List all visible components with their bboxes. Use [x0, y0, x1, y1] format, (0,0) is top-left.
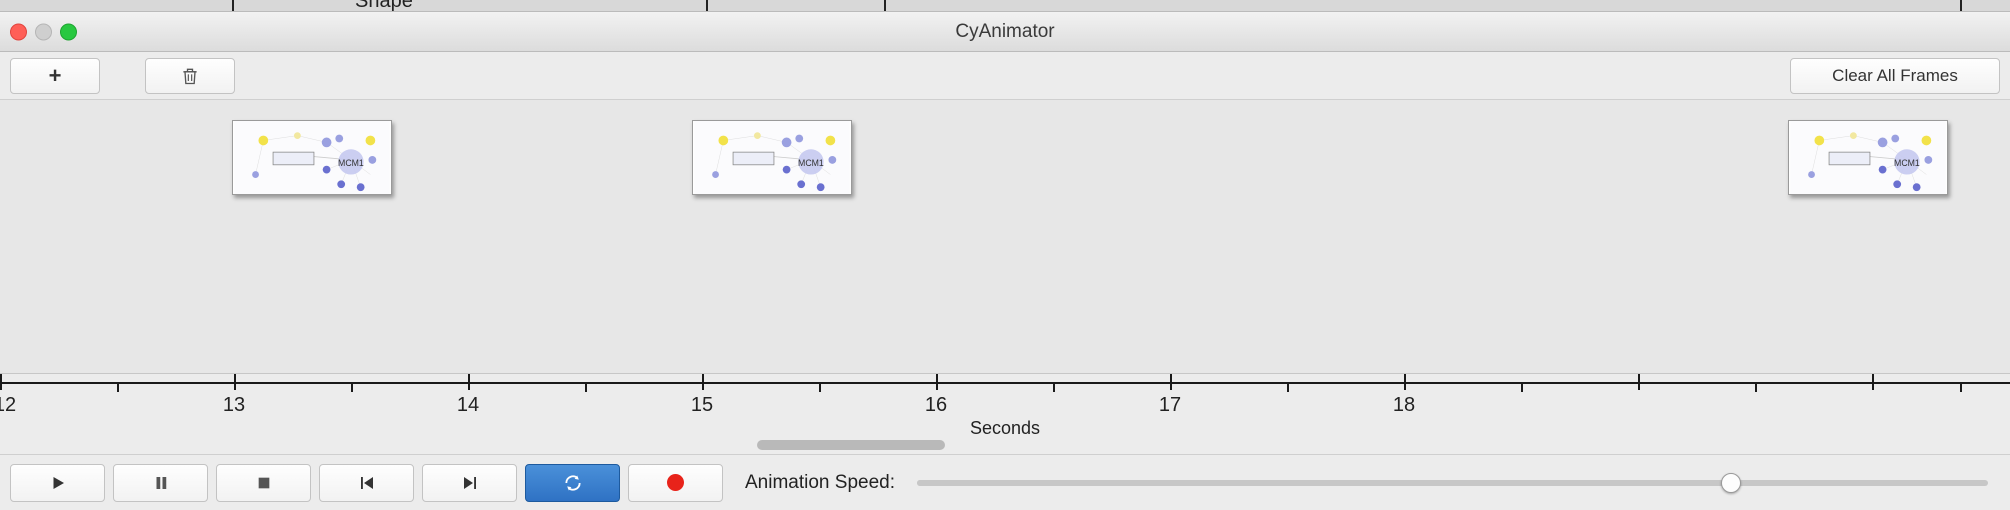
ruler-label-18: 18 — [1393, 394, 1415, 417]
timeline-scrollbar-thumb[interactable] — [757, 440, 945, 450]
ruler-label-15: 15 — [691, 394, 713, 417]
timeline-frame-1[interactable]: MCM1 — [232, 120, 392, 195]
add-frame-button[interactable]: + — [10, 58, 100, 94]
ruler-label-12: 12 — [0, 394, 16, 417]
delete-frame-button[interactable] — [145, 58, 235, 94]
animation-speed-slider[interactable] — [917, 480, 1988, 486]
animation-speed-label: Animation Speed: — [745, 472, 895, 494]
frame-label-3: MCM1 — [1894, 158, 1920, 168]
ruler-label-13: 13 — [223, 394, 245, 417]
window-traffic-lights — [10, 23, 77, 40]
trash-icon — [180, 66, 200, 86]
timeline-area[interactable]: MCM1 — [0, 100, 2010, 374]
animation-speed-slider-handle[interactable] — [1721, 473, 1741, 493]
skip-to-start-button[interactable] — [319, 464, 414, 502]
pause-button[interactable] — [113, 464, 208, 502]
playback-control-bar: Animation Speed: — [0, 454, 2010, 510]
loop-icon — [563, 473, 583, 493]
window-zoom-button[interactable] — [60, 23, 77, 40]
timeline-ruler[interactable]: 12 13 14 15 16 17 18 Seconds — [0, 374, 2010, 436]
record-button[interactable] — [628, 464, 723, 502]
ruler-label-17: 17 — [1159, 394, 1181, 417]
title-bar: CyAnimator — [0, 12, 2010, 52]
window-close-button[interactable] — [10, 23, 27, 40]
toolbar-row: + Clear All Frames — [0, 52, 2010, 100]
window-title: CyAnimator — [0, 21, 2010, 43]
timeline-frame-2[interactable]: MCM1 — [692, 120, 852, 195]
timeline-scrollbar-track[interactable] — [0, 436, 2010, 454]
skip-to-start-icon — [358, 474, 376, 492]
record-icon — [667, 474, 684, 491]
pause-icon — [152, 474, 170, 492]
ruler-label-16: 16 — [925, 394, 947, 417]
timeline-frame-3[interactable]: MCM1 — [1788, 120, 1948, 195]
clear-all-frames-button[interactable]: Clear All Frames — [1790, 58, 2000, 94]
loop-button[interactable] — [525, 464, 620, 502]
ruler-label-14: 14 — [457, 394, 479, 417]
window-minimize-button[interactable] — [35, 23, 52, 40]
frame-label-2: MCM1 — [798, 158, 824, 168]
play-icon — [49, 474, 67, 492]
parent-window-sliver: Shape — [0, 0, 2010, 12]
skip-to-end-icon — [461, 474, 479, 492]
parent-window-label: Shape — [355, 0, 413, 12]
stop-icon — [256, 475, 272, 491]
frame-label-1: MCM1 — [338, 158, 364, 168]
play-button[interactable] — [10, 464, 105, 502]
skip-to-end-button[interactable] — [422, 464, 517, 502]
stop-button[interactable] — [216, 464, 311, 502]
cyanimator-window: Shape CyAnimator + Clear All Frames — [0, 0, 2010, 510]
